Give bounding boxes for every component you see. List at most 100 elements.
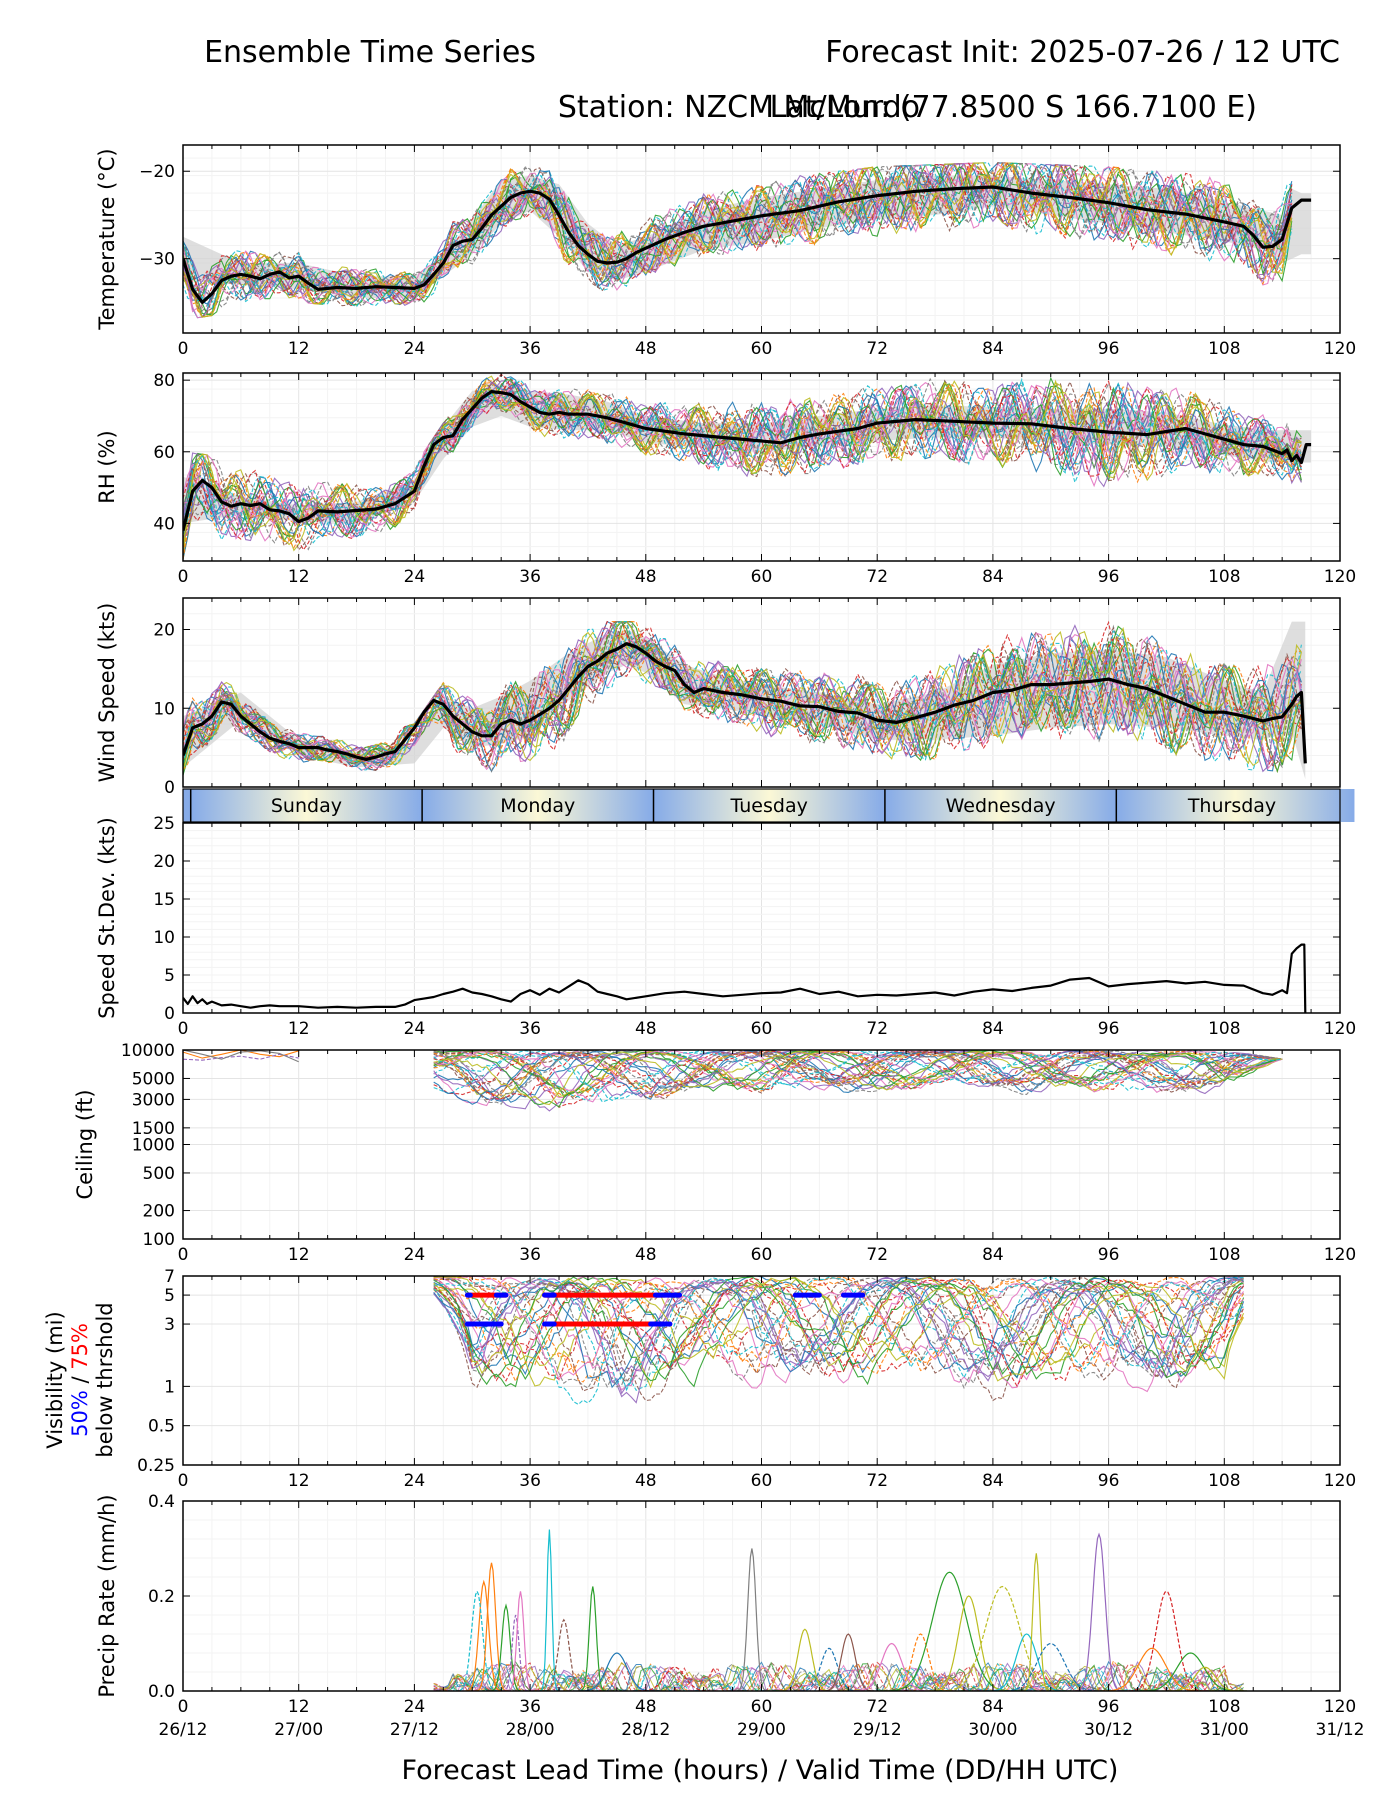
member-line [433,1277,1244,1389]
member-line [183,1050,299,1059]
member-line [433,1278,1245,1387]
x-tick-label: 84 [982,1019,1004,1039]
figure-title: Ensemble Time Series [204,35,536,70]
day-label: Wednesday [946,795,1056,817]
x-axis-label: Forecast Lead Time (hours) / Valid Time … [402,1755,1119,1786]
y-tick-label: 20 [153,852,175,872]
member-line [433,1276,1244,1406]
member-line [183,624,1302,763]
member-line [183,377,1302,551]
member-line [433,1278,1244,1383]
y-tick-label: 7 [164,1267,175,1287]
precip-peak [474,1562,509,1691]
member-line [433,1660,1244,1691]
valid-time-label: 26/12 [159,1720,208,1740]
x-tick-label: 24 [404,339,426,359]
x-tick-label: 72 [866,1245,888,1265]
x-tick-label: 60 [751,567,773,587]
y-tick-label: 25 [153,814,175,834]
precip-peak [539,1529,560,1691]
p75-label: 75% [68,1323,92,1370]
x-tick-label: 36 [519,1019,541,1039]
member-line [183,373,1302,551]
x-tick-label: 36 [519,1471,541,1491]
y-axis-label: Wind Speed (kts) [95,603,119,783]
member-line [433,1277,1244,1392]
x-tick-label: 36 [519,567,541,587]
precip-peak [992,1642,1108,1691]
member-line [183,621,1302,769]
x-tick-label: 12 [288,1019,310,1039]
precip-peak [501,1614,531,1691]
member-line [433,1278,1245,1383]
valid-time-label: 27/00 [274,1720,323,1740]
valid-time-label: 30/12 [1084,1720,1133,1740]
panel-temp: 0 12 24 36 48 60 72 84 96 108 120 −30 −20 Temperature… [95,144,1356,359]
member-line [183,621,1302,773]
precip-peak [1021,1553,1050,1691]
mean-line-wind [183,642,1307,764]
y-axis-label: Temperature (°C) [95,148,119,330]
member-line [433,1662,1244,1691]
ticks-temp [182,145,1341,333]
plot-area-rh [183,373,1312,560]
member-line [433,1662,1244,1691]
x-tick-label: 84 [982,1697,1004,1717]
precip-peak [463,1579,505,1691]
precip-peak [488,1603,524,1691]
x-tick-label: 36 [519,1697,541,1717]
y-tick-label: 1000 [132,1136,175,1156]
y-tick-label: −30 [139,250,175,270]
member-line [433,1050,1283,1106]
y-tick-label: 0 [164,778,175,798]
precip-peak [925,1595,1011,1691]
member-line [433,1276,1244,1389]
y-tick-label: 1 [164,1377,175,1397]
x-tick-label: 0 [178,567,189,587]
x-tick-label: 12 [288,1471,310,1491]
x-tick-label: 108 [1208,567,1240,587]
x-tick-label: 48 [635,1019,657,1039]
x-tick-label: 60 [751,1019,773,1039]
member-line [183,382,1302,539]
member-line [183,377,1302,544]
x-tick-label: 72 [866,1019,888,1039]
x-tick-label: 0 [178,1019,189,1039]
y-tick-label: 0.0 [148,1682,175,1702]
precip-peak [734,1548,770,1691]
member-line [433,1050,1283,1101]
day-cell [1116,789,1355,822]
x-tick-label: 120 [1324,1019,1356,1039]
precip-peak [776,1628,833,1691]
member-line [183,379,1302,541]
valid-time-label: 28/00 [506,1720,555,1740]
x-tick-label: 84 [982,567,1004,587]
member-line [183,630,1302,771]
ticks-rh [182,373,1341,561]
panel-wind: 0 10 20 Wind Speed (kts) [95,597,1341,798]
member-line [433,1050,1283,1098]
station-latlon: Lat/Lon: (77.8500 S 166.7100 E) [770,90,1257,125]
x-tick-label: 24 [404,1697,426,1717]
member-line [433,1276,1244,1392]
y-tick-label: 10000 [121,1041,175,1061]
y-tick-label: 10 [153,928,175,948]
chart-panels: 0 12 24 36 48 60 72 84 96 108 120−30−20Temperature… [73,144,1365,1740]
member-line [183,635,1302,772]
member-line [433,1276,1244,1382]
member-line [183,377,1302,544]
x-tick-label: 120 [1324,1471,1356,1491]
x-tick-label: 96 [1098,1019,1120,1039]
panel-ceiling: 0 12 24 36 48 60 72 84 96 108 120 100 200 500 10001500… [73,1041,1356,1265]
x-tick-label: 96 [1098,339,1120,359]
y-tick-label: 1500 [132,1119,175,1139]
member-line [183,382,1302,546]
member-line [183,621,1302,771]
x-tick-label: 96 [1098,1471,1120,1491]
ticks-ceiling [182,1049,1341,1240]
valid-time-label: 31/12 [1316,1720,1365,1740]
member-line [183,378,1302,540]
x-tick-label: 60 [751,339,773,359]
member-line [433,1661,1244,1691]
x-tick-label: 96 [1098,567,1120,587]
